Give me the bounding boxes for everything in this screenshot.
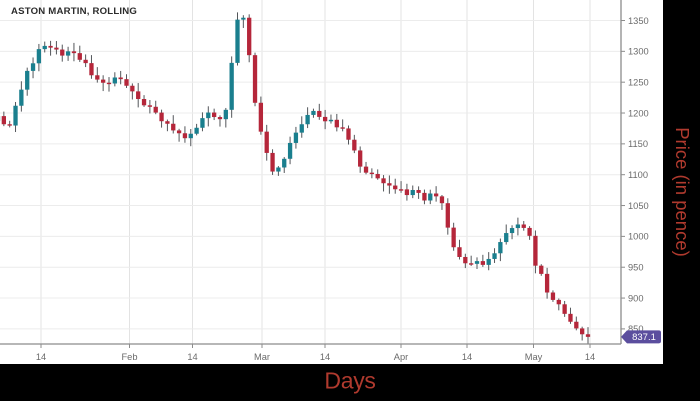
svg-text:900: 900 bbox=[628, 293, 644, 303]
svg-text:14: 14 bbox=[462, 352, 472, 362]
svg-text:837.1: 837.1 bbox=[632, 332, 656, 343]
svg-text:14: 14 bbox=[187, 352, 197, 362]
svg-text:14: 14 bbox=[36, 352, 46, 362]
svg-text:14: 14 bbox=[320, 352, 330, 362]
svg-text:1200: 1200 bbox=[628, 108, 649, 118]
svg-text:1050: 1050 bbox=[628, 201, 649, 211]
svg-text:1250: 1250 bbox=[628, 77, 649, 87]
svg-text:1350: 1350 bbox=[628, 16, 649, 26]
svg-text:Apr: Apr bbox=[394, 352, 408, 362]
svg-text:14: 14 bbox=[585, 352, 595, 362]
svg-text:1100: 1100 bbox=[628, 170, 648, 180]
svg-text:1000: 1000 bbox=[628, 232, 649, 242]
svg-text:Mar: Mar bbox=[254, 352, 270, 362]
svg-text:1150: 1150 bbox=[628, 139, 648, 149]
svg-text:May: May bbox=[525, 352, 543, 362]
svg-text:1300: 1300 bbox=[628, 47, 649, 57]
svg-text:950: 950 bbox=[628, 263, 644, 273]
svg-text:Feb: Feb bbox=[121, 352, 137, 362]
